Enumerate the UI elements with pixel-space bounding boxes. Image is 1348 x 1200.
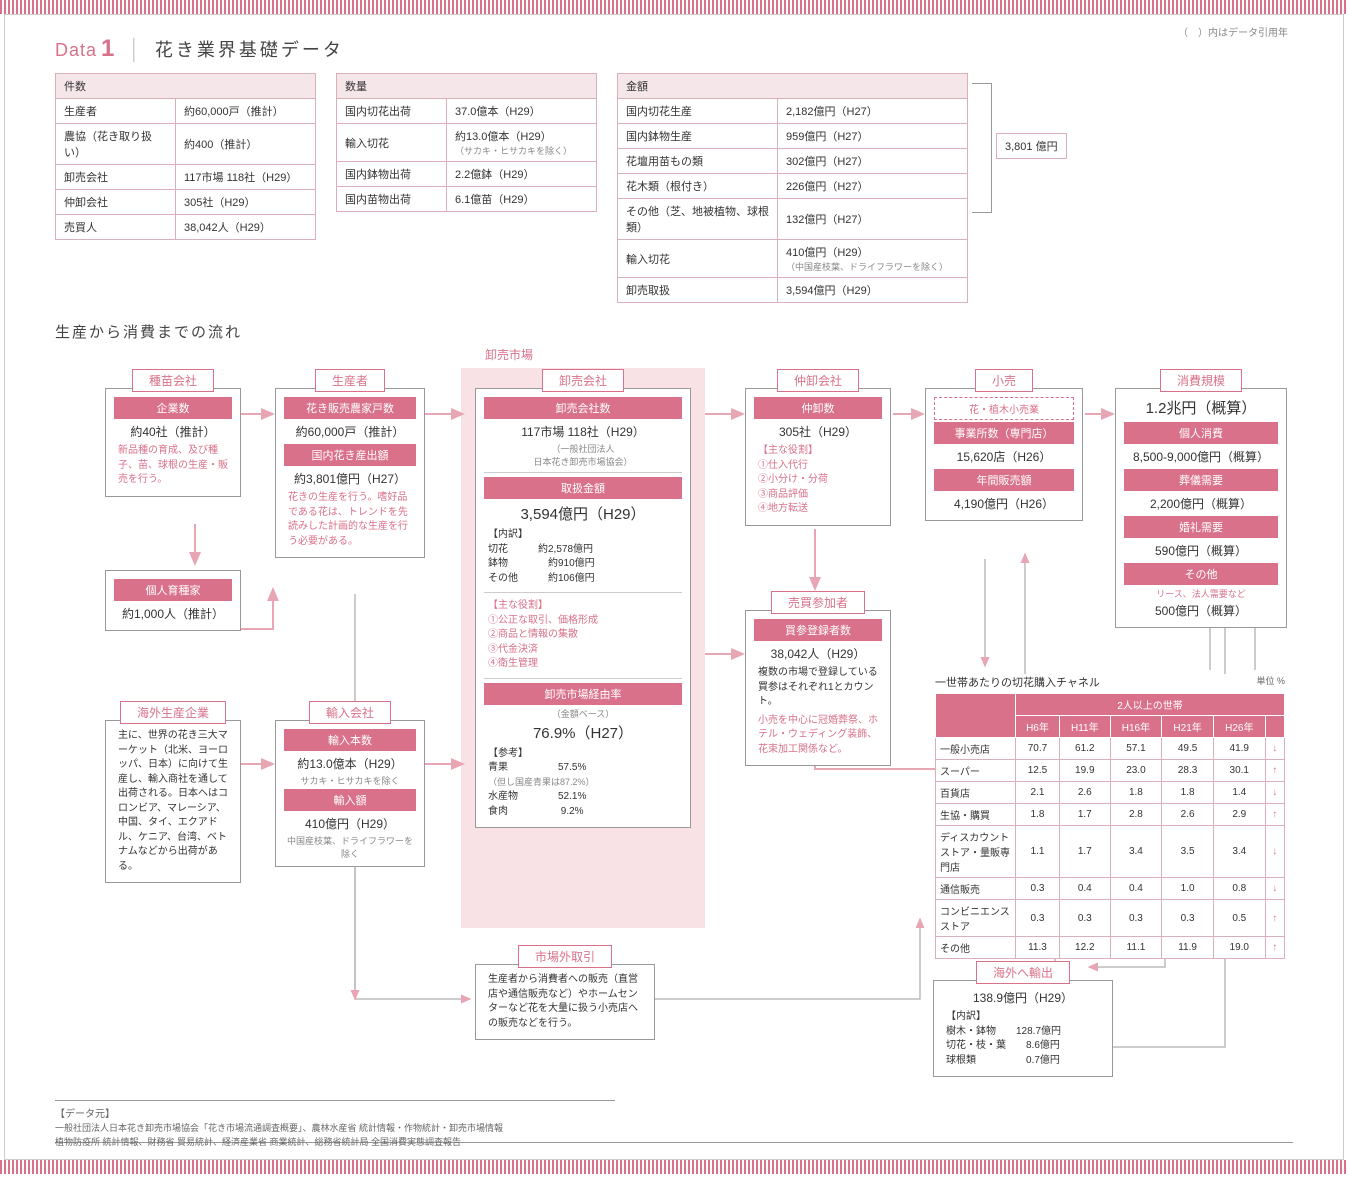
bracket-icon (972, 83, 992, 213)
table-count: 件数 生産者約60,000戸（推計） 農協（花き取り扱い）約400（推計） 卸売… (55, 73, 316, 240)
header-sep: │ (128, 39, 141, 62)
section-title: 生産から消費までの流れ (55, 321, 1293, 342)
header: Data 1 │ 花き業界基礎データ (55, 35, 1293, 63)
table-count-head: 件数 (56, 74, 316, 99)
node-buyer: 売買参加者 買参登録者数 38,042人（H29） 複数の市場で登録している買参… (745, 610, 891, 766)
table-qty-head: 数量 (337, 74, 597, 99)
table-qty: 数量 国内切花出荷37.0億本（H29） 輸入切花約13.0億本（H29）（サカ… (336, 73, 597, 212)
tab-offmarket: 市場外取引 (518, 945, 612, 968)
note-top-right: （ ）内はデータ引用年 (1178, 24, 1288, 39)
tab-seed: 種苗会社 (132, 369, 214, 392)
tab-retail: 小売 (975, 369, 1033, 392)
source: 【データ元】 一般社団法人日本花き卸売市場協会「花き市場流通調査概要」、農林水産… (55, 1100, 615, 1149)
channel-table: 一世帯あたりの切花購入チャネル単位 % 2人以上の世帯 H6年H11年H16年H… (935, 674, 1285, 959)
node-breeder: 個人育種家 約1,000人（推計） (105, 570, 241, 631)
tab-overseas: 海外生産企業 (120, 701, 226, 724)
node-seed: 種苗会社 企業数 約40社（推計） 新品種の育成、及び種子、苗、球根の生産・販売… (105, 388, 241, 497)
top-stripe (0, 0, 1348, 14)
tab-middle: 仲卸会社 (777, 369, 859, 392)
tab-producer: 生産者 (315, 369, 385, 392)
node-export: 海外へ輸出 138.9億円（H29） 【内訳】樹木・鉢物 128.7億円切花・枝… (933, 980, 1113, 1077)
tab-buyer: 売買参加者 (771, 591, 865, 614)
node-producer: 生産者 花き販売農家戸数 約60,000戸（推計） 国内花き産出額 約3,801… (275, 388, 425, 558)
header-num: 1 (101, 35, 114, 63)
sum-box: 3,801 億円 (996, 133, 1067, 159)
flow-diagram: 卸売市場 種苗会社 企業数 約40社（推計） 新品種の育成、及び種子、苗、球根の… (55, 354, 1293, 1134)
node-retail: 小売 花・植木小売業 事業所数（専門店） 15,620店（H26） 年間販売額 … (925, 388, 1083, 521)
node-wholesale: 卸売会社 卸売会社数 117市場 118社（H29） （一般社団法人 日本花き卸… (475, 388, 691, 828)
header-title: 花き業界基礎データ (155, 36, 344, 62)
top-tables: 件数 生産者約60,000戸（推計） 農協（花き取り扱い）約400（推計） 卸売… (55, 73, 1293, 303)
page: （ ）内はデータ引用年 Data 1 │ 花き業界基礎データ 件数 生産者約60… (4, 14, 1344, 1160)
node-overseas: 海外生産企業 主に、世界の花き三大マーケット（北米、ヨーロッパ、日本）に向けて生… (105, 720, 241, 883)
tab-consume: 消費規模 (1160, 369, 1242, 392)
market-label: 卸売市場 (485, 346, 533, 363)
table-amount-head: 金額 (618, 74, 968, 99)
node-import: 輸入会社 輸入本数 約13.0億本（H29） サカキ・ヒサカキを除く 輸入額 4… (275, 720, 425, 867)
table-amount-wrap: 金額 国内切花生産2,182億円（H27） 国内鉢物生産959億円（H27） 花… (617, 73, 1067, 303)
bottom-stripe (0, 1160, 1348, 1174)
node-offmarket: 市場外取引 生産者から消費者への販売（直営店や通信販売など）やホームセンターなど… (475, 964, 655, 1040)
node-consume: 消費規模 1.2兆円（概算） 個人消費 8,500-9,000億円（概算） 葬儀… (1115, 388, 1287, 628)
tab-import: 輸入会社 (309, 701, 391, 724)
node-middle: 仲卸会社 仲卸数 305社（H29） 【主な役割】①仕入代行②小分け・分荷③商品… (745, 388, 891, 526)
table-amount: 金額 国内切花生産2,182億円（H27） 国内鉢物生産959億円（H27） 花… (617, 73, 968, 303)
header-data: Data (55, 40, 97, 61)
tab-wholesale: 卸売会社 (542, 369, 624, 392)
tab-export: 海外へ輸出 (976, 961, 1070, 984)
